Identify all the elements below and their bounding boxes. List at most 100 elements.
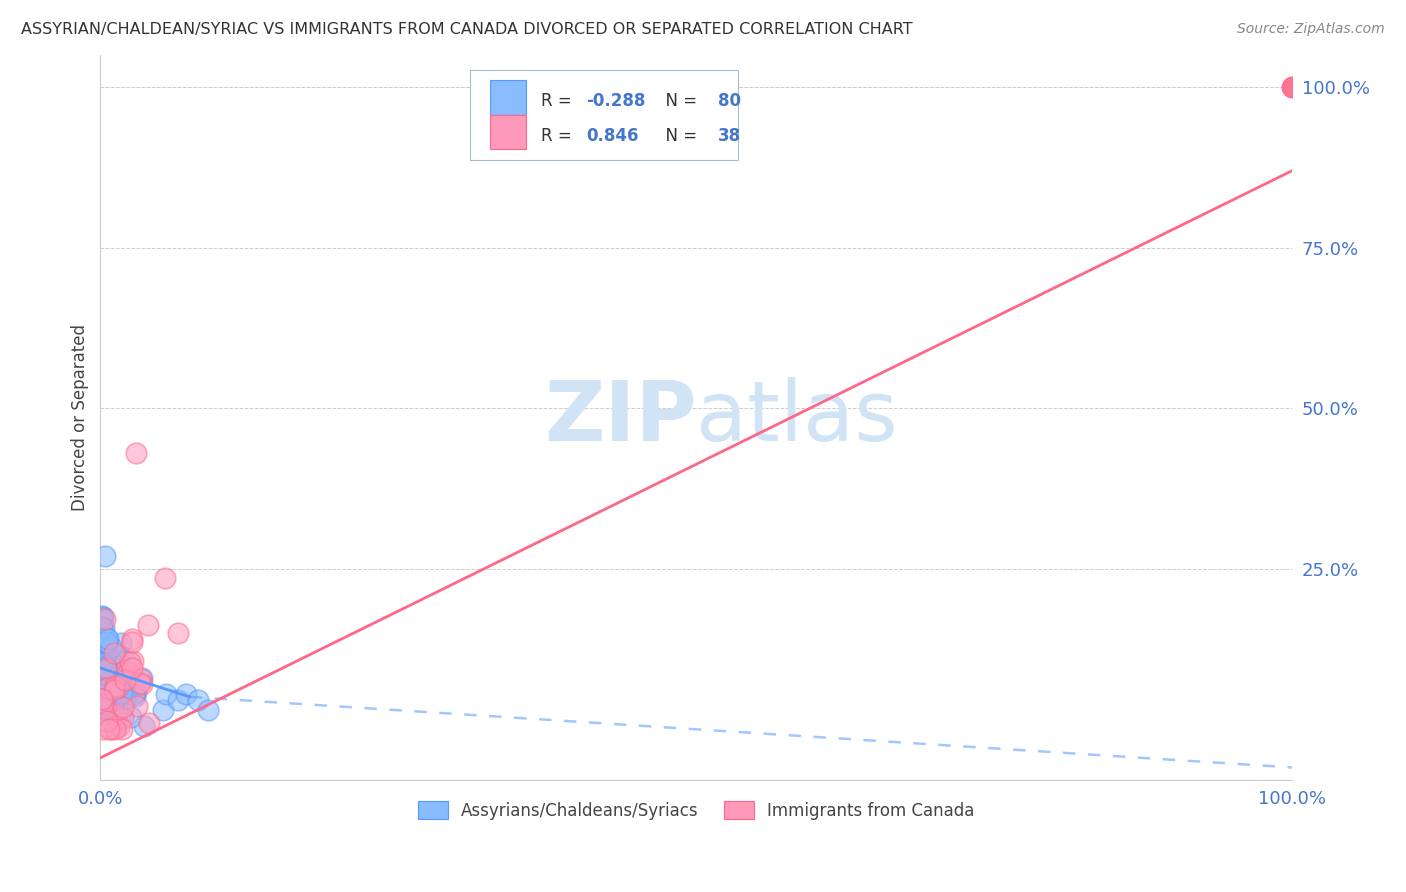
Point: [114, 662, 136, 676]
Point: [97, 632, 120, 647]
Point: [96, 681, 118, 696]
Point: [103, 661, 125, 675]
Point: [94, 549, 117, 563]
Point: [90, 722, 112, 736]
Point: [96, 714, 118, 728]
Point: [93, 675, 115, 690]
Point: [90, 657, 112, 672]
Point: [107, 690, 129, 705]
Point: [110, 636, 132, 650]
Point: [96, 663, 118, 677]
Point: [98, 694, 121, 708]
Point: [100, 661, 122, 675]
FancyBboxPatch shape: [470, 70, 738, 161]
Point: [90, 609, 112, 624]
Point: [114, 689, 136, 703]
Point: [105, 674, 128, 689]
Point: [125, 698, 148, 713]
Point: [166, 625, 188, 640]
Point: [90, 692, 112, 706]
Text: R =: R =: [541, 92, 578, 110]
Point: [138, 715, 160, 730]
Point: [94, 692, 117, 706]
Point: [94, 648, 117, 662]
Point: [114, 673, 136, 687]
Point: [121, 632, 143, 646]
Text: ASSYRIAN/CHALDEAN/SYRIAC VS IMMIGRANTS FROM CANADA DIVORCED OR SEPARATED CORRELA: ASSYRIAN/CHALDEAN/SYRIAC VS IMMIGRANTS F…: [21, 22, 912, 37]
Point: [90, 620, 112, 634]
Point: [101, 670, 124, 684]
Point: [136, 618, 159, 632]
Point: [131, 677, 153, 691]
Point: [120, 710, 142, 724]
Point: [91, 662, 114, 676]
Text: 80: 80: [717, 92, 741, 110]
Point: [100, 640, 122, 654]
Point: [108, 719, 131, 733]
Point: [124, 690, 146, 704]
Point: [110, 686, 132, 700]
Point: [94, 698, 117, 712]
Point: [174, 687, 197, 701]
Point: [90, 671, 112, 685]
Point: [94, 668, 117, 682]
Point: [91, 707, 114, 722]
Point: [117, 676, 139, 690]
Point: [131, 672, 153, 686]
Point: [100, 713, 122, 727]
Point: [93, 659, 115, 673]
Point: [103, 689, 125, 703]
Point: [105, 671, 128, 685]
Point: [112, 672, 135, 686]
Point: [128, 675, 150, 690]
Point: [114, 685, 136, 699]
Point: [110, 711, 132, 725]
Point: [103, 646, 125, 660]
Point: [103, 716, 125, 731]
Text: 38: 38: [717, 127, 741, 145]
Text: N =: N =: [655, 92, 702, 110]
Point: [93, 684, 115, 698]
Point: [91, 610, 114, 624]
Point: [97, 713, 120, 727]
Point: [134, 719, 156, 733]
Point: [112, 711, 135, 725]
Bar: [491, 79, 526, 114]
Point: [152, 703, 174, 717]
Point: [93, 621, 115, 635]
Point: [125, 685, 148, 699]
Text: N =: N =: [655, 127, 702, 145]
Point: [166, 693, 188, 707]
Point: [129, 673, 152, 687]
Point: [114, 692, 136, 706]
Point: [96, 631, 118, 645]
Point: [110, 668, 132, 682]
Point: [91, 658, 114, 673]
Point: [96, 637, 118, 651]
Point: [103, 669, 125, 683]
Point: [94, 680, 117, 694]
Point: [94, 684, 117, 698]
Bar: [491, 114, 526, 150]
Point: [107, 680, 129, 694]
Point: [122, 687, 145, 701]
Point: [197, 703, 219, 717]
Point: [111, 722, 134, 736]
Point: [90, 665, 112, 680]
Point: [100, 722, 122, 736]
Point: [94, 640, 117, 654]
Text: ZIP: ZIP: [544, 377, 696, 458]
Text: 0.846: 0.846: [586, 127, 640, 145]
Point: [97, 722, 120, 736]
Text: atlas: atlas: [696, 377, 898, 458]
Point: [100, 654, 122, 668]
Point: [107, 649, 129, 664]
Point: [96, 679, 118, 693]
Point: [94, 701, 117, 715]
Legend: Assyrians/Chaldeans/Syriacs, Immigrants from Canada: Assyrians/Chaldeans/Syriacs, Immigrants …: [412, 795, 981, 826]
Point: [90, 648, 112, 663]
Point: [153, 570, 176, 584]
Text: R =: R =: [541, 127, 582, 145]
Point: [97, 650, 120, 665]
Point: [111, 699, 134, 714]
